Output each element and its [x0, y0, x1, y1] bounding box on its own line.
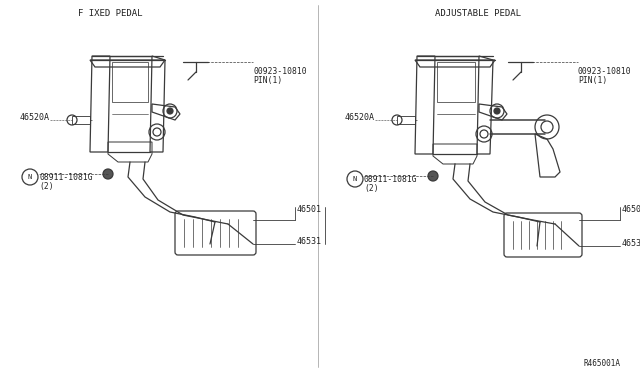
Text: N: N — [353, 176, 357, 182]
Text: 46520A: 46520A — [20, 113, 50, 122]
Text: R465001A: R465001A — [583, 359, 620, 369]
Text: 46531: 46531 — [622, 240, 640, 248]
Text: 46501: 46501 — [622, 205, 640, 215]
Text: 08911-1081G: 08911-1081G — [364, 174, 418, 183]
Text: (2): (2) — [39, 183, 54, 192]
Text: 46520A: 46520A — [345, 113, 375, 122]
Circle shape — [494, 108, 500, 114]
Text: ADJUSTABLE PEDAL: ADJUSTABLE PEDAL — [435, 10, 521, 19]
Text: 08911-1081G: 08911-1081G — [39, 173, 93, 182]
Text: 46501: 46501 — [297, 205, 322, 215]
Text: (2): (2) — [364, 185, 379, 193]
Circle shape — [167, 108, 173, 114]
Text: PIN(1): PIN(1) — [253, 77, 282, 86]
Text: 00923-10810: 00923-10810 — [578, 67, 632, 77]
Text: F IXED PEDAL: F IXED PEDAL — [77, 10, 142, 19]
Text: PIN(1): PIN(1) — [578, 77, 607, 86]
Circle shape — [103, 169, 113, 179]
Circle shape — [428, 171, 438, 181]
Text: 46531: 46531 — [297, 237, 322, 247]
Text: 00923-10810: 00923-10810 — [253, 67, 307, 77]
Text: N: N — [28, 174, 32, 180]
